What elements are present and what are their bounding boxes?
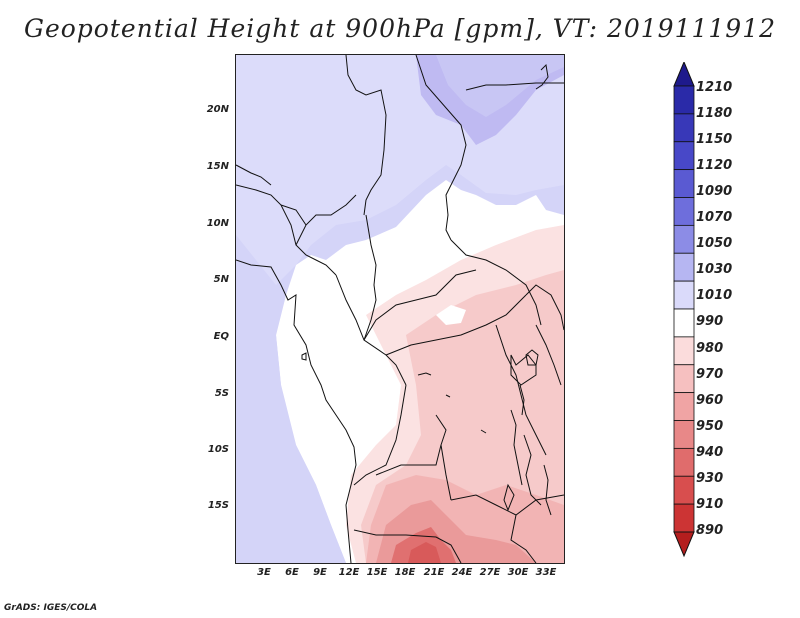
colorbar-level-label: 990 bbox=[696, 314, 724, 330]
colorbar-segment bbox=[673, 224, 695, 254]
credit-text: GrADS: IGES/COLA bbox=[4, 603, 98, 613]
colorbar-segment bbox=[673, 280, 695, 310]
lat-label: 10S bbox=[207, 444, 229, 455]
lat-label: 20N bbox=[206, 104, 229, 115]
lon-label: 15E bbox=[366, 567, 388, 578]
colorbar-level-label: 980 bbox=[696, 340, 724, 356]
lon-label: 27E bbox=[479, 567, 501, 578]
lon-label: 12E bbox=[338, 567, 360, 578]
colorbar-level-label: 940 bbox=[696, 444, 724, 460]
map-title: Geopotential Height at 900hPa [gpm], VT:… bbox=[23, 14, 777, 43]
colorbar-segment bbox=[673, 364, 695, 394]
colorbar-segment bbox=[673, 252, 695, 282]
lat-label: 15S bbox=[207, 500, 229, 511]
colorbar-level-label: 890 bbox=[696, 522, 724, 538]
colorbar-segment bbox=[673, 420, 695, 449]
colorbar-segments bbox=[673, 62, 695, 558]
colorbar-level-label: 1010 bbox=[696, 288, 733, 304]
colorbar-segment bbox=[673, 197, 695, 226]
colorbar-segment bbox=[673, 169, 695, 198]
colorbar-level-label: 930 bbox=[696, 470, 724, 486]
lon-label: 33E bbox=[535, 567, 557, 578]
lon-label: 18E bbox=[394, 567, 416, 578]
colorbar-level-label: 1070 bbox=[696, 210, 733, 226]
colorbar-segment bbox=[673, 336, 695, 366]
lon-label: 24E bbox=[451, 567, 473, 578]
colorbar-bottom-triangle bbox=[673, 531, 695, 558]
colorbar-segment bbox=[673, 113, 695, 143]
colorbar-segment bbox=[673, 308, 695, 338]
lon-label: 9E bbox=[313, 567, 327, 578]
geopotential-field-map bbox=[236, 55, 564, 563]
colorbar-level-label: 1210 bbox=[696, 80, 733, 95]
lon-label: 30E bbox=[507, 567, 529, 578]
colorbar-segment bbox=[673, 503, 695, 533]
lat-label: EQ bbox=[213, 331, 229, 342]
lat-label: 5N bbox=[213, 274, 229, 285]
colorbar-top-triangle bbox=[673, 62, 695, 87]
colorbar-segment bbox=[673, 85, 695, 115]
colorbar-level-label: 950 bbox=[696, 418, 724, 434]
colorbar-level-label: 1120 bbox=[696, 158, 733, 174]
field-ocean-sw bbox=[236, 235, 346, 563]
colorbar-level-label: 1090 bbox=[696, 184, 733, 200]
lat-label: 10N bbox=[206, 218, 229, 229]
colorbar-level-label: 1050 bbox=[696, 236, 733, 252]
colorbar-segment bbox=[673, 475, 695, 505]
colorbar-level-label: 960 bbox=[696, 392, 724, 408]
colorbar-segment bbox=[673, 447, 695, 477]
lon-label: 3E bbox=[257, 567, 271, 578]
colorbar-segment bbox=[673, 141, 695, 171]
colorbar-level-label: 910 bbox=[696, 496, 724, 512]
field-white-patch bbox=[436, 305, 466, 325]
small-features bbox=[301, 352, 487, 434]
country-borders bbox=[236, 55, 564, 563]
field-north bbox=[436, 55, 564, 117]
colorbar-level-label: 970 bbox=[696, 366, 724, 382]
map-plot-area bbox=[235, 54, 565, 564]
lat-label: 15N bbox=[206, 161, 229, 172]
colorbar-level-label: 1030 bbox=[696, 262, 733, 278]
colorbar-level-label: 1180 bbox=[696, 106, 733, 122]
lat-label: 5S bbox=[214, 388, 229, 399]
field-red-6 bbox=[408, 542, 441, 563]
colorbar bbox=[673, 62, 695, 558]
lon-label: 6E bbox=[285, 567, 299, 578]
colorbar-level-label: 1150 bbox=[696, 132, 733, 148]
colorbar-segment bbox=[673, 392, 695, 421]
lon-label: 21E bbox=[423, 567, 445, 578]
lake-outlines bbox=[503, 349, 552, 516]
